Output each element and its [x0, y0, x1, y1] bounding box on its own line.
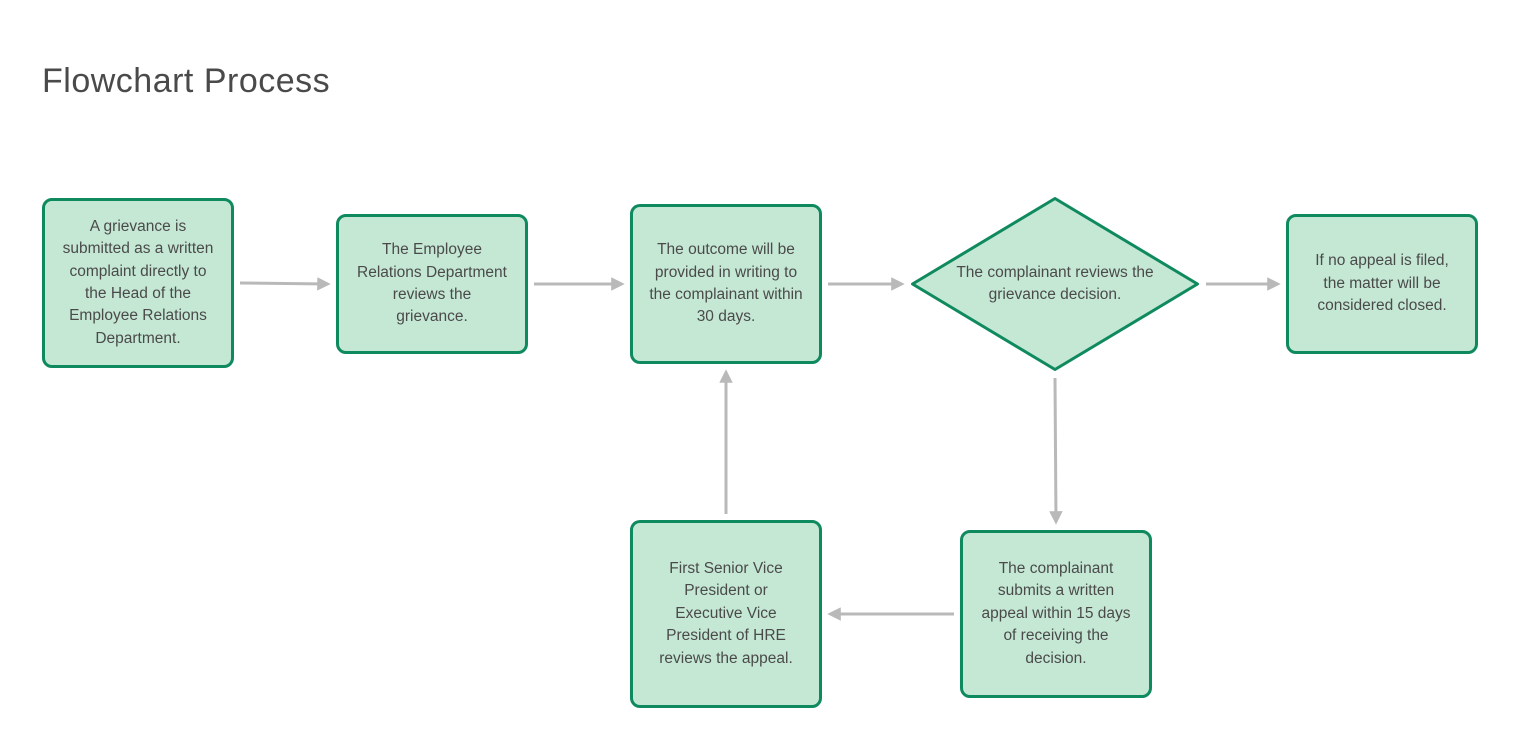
flow-node-n6: The complainant submits a written appeal…: [960, 530, 1152, 698]
edge-n1-n2: [240, 283, 328, 284]
page-title: Flowchart Process: [42, 62, 330, 101]
flowchart-canvas: Flowchart Process A grievance is submitt…: [0, 0, 1519, 756]
flow-node-n1: A grievance is submitted as a written co…: [42, 198, 234, 368]
flow-node-n4: The complainant reviews the grievance de…: [910, 196, 1200, 372]
flow-node-n7: First Senior Vice President or Executive…: [630, 520, 822, 708]
flow-node-n5: If no appeal is filed, the matter will b…: [1286, 214, 1478, 354]
flow-node-n3: The outcome will be provided in writing …: [630, 204, 822, 364]
edge-n4-n6: [1055, 378, 1056, 522]
flow-node-label-n4: The complainant reviews the grievance de…: [910, 196, 1200, 372]
flow-node-n2: The Employee Relations Department review…: [336, 214, 528, 354]
